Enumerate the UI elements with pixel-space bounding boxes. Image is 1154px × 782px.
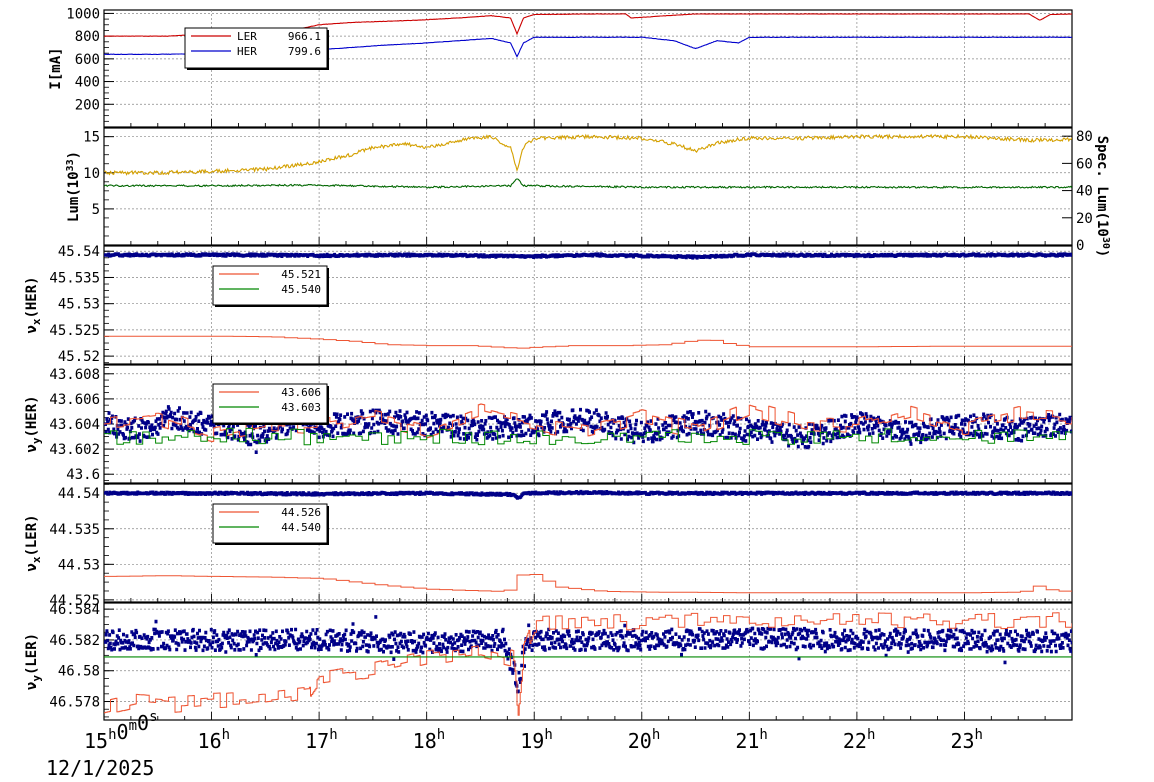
x-tick-label: 23h — [950, 727, 983, 753]
right-y-tick-label: 0 — [1076, 238, 1084, 254]
legend-value: 799.6 — [288, 45, 321, 58]
y-axis-label: νx(HER) — [24, 276, 43, 333]
series-group — [104, 489, 1072, 594]
series-nux_ler-points — [104, 489, 1072, 500]
y-tick-label: 46.58 — [58, 664, 100, 680]
y-tick-label: 45.535 — [49, 270, 100, 286]
y-tick-label: 800 — [75, 29, 100, 45]
legend-value: 45.521 — [281, 268, 321, 281]
y-tick-label: 44.53 — [58, 557, 100, 573]
y-tick-label: 15 — [83, 130, 100, 146]
y-tick-label: 45.54 — [58, 244, 100, 260]
y-axis-label: Lum(1033) — [65, 151, 82, 222]
legend-box — [212, 265, 328, 306]
legend: LER 966.1 HER 799.6 — [184, 27, 329, 70]
legend-value: 44.540 — [281, 521, 321, 534]
y-tick-label: 46.578 — [49, 695, 100, 711]
legend-value: 44.526 — [281, 506, 321, 519]
y-tick-label: 44.525 — [49, 593, 100, 609]
series-measured-markers — [104, 252, 1072, 260]
series-group — [104, 133, 1072, 190]
date-label: 12/1/2025 — [46, 756, 154, 780]
panel-nuy_her: 43.6 43.602 43.604 43.606 43.608 νy(HER) 43.60… — [24, 364, 1073, 484]
legend-label: LER — [237, 30, 257, 43]
legend-box — [212, 383, 328, 424]
series-line-set-43-606 — [104, 403, 1072, 443]
y-tick-label: 44.535 — [49, 522, 100, 538]
legend-value: 43.603 — [281, 401, 321, 414]
legend-value: 43.606 — [281, 386, 321, 399]
series-nux_her-points — [104, 252, 1072, 260]
y-axis-label: I[mA] — [48, 47, 64, 89]
y-axis-label: νx(LER) — [24, 514, 43, 571]
right-y-axis-label: Spec. Lum(1030) — [1094, 136, 1111, 258]
y-tick-label: 45.53 — [58, 297, 100, 313]
panel-nux_ler: 44.525 44.53 44.535 44.54 νx(LER) 44.526 44.54… — [24, 483, 1073, 609]
y-axis-label: νy(HER) — [24, 395, 43, 452]
panel-current: 200 400 600 800 1000 I[mA] LER 966.1 HER 799.6 — [48, 6, 1073, 128]
y-tick-label: 45.525 — [49, 323, 100, 339]
series-line-lum — [104, 133, 1072, 176]
y-tick-label: 44.54 — [58, 486, 100, 502]
y-tick-label: 43.606 — [49, 392, 100, 408]
series-line-set-43-603 — [104, 427, 1072, 446]
legend-value: 966.1 — [288, 30, 321, 43]
right-y-tick-label: 40 — [1076, 184, 1093, 200]
series-nuy_her-points — [104, 405, 1072, 454]
series-line-spec-lum — [104, 178, 1072, 190]
x-tick-label: 16h — [198, 727, 231, 753]
series-group — [104, 252, 1072, 349]
series-group — [104, 612, 1072, 716]
y-tick-label: 600 — [75, 52, 100, 68]
legend-box — [184, 27, 328, 69]
legend: 45.521 45.540 — [212, 265, 329, 307]
legend: 43.606 43.603 — [212, 383, 329, 425]
y-tick-label: 400 — [75, 75, 100, 91]
legend: 44.526 44.540 — [212, 503, 329, 545]
x-tick-label: 17h — [305, 727, 338, 753]
series-nuy_ler-points — [104, 615, 1072, 694]
x-tick-label: 22h — [843, 727, 876, 753]
legend-box — [212, 503, 328, 544]
panel-nux_her: 45.52 45.525 45.53 45.535 45.54 νx(HER) 45.521… — [24, 244, 1073, 365]
y-tick-label: 46.582 — [49, 633, 100, 649]
y-tick-label: 200 — [75, 97, 100, 113]
right-y-tick-label: 80 — [1076, 129, 1093, 145]
series-line-set-45-521 — [104, 335, 1072, 349]
x-tick-label: 18h — [413, 727, 446, 753]
x-tick-label: 21h — [735, 727, 768, 753]
y-tick-label: 45.52 — [58, 349, 100, 365]
right-y-tick-label: 60 — [1076, 156, 1093, 172]
y-tick-label: 43.604 — [49, 417, 100, 433]
right-y-tick-label: 20 — [1076, 211, 1093, 227]
y-tick-label: 5 — [92, 202, 100, 218]
y-tick-label: 43.608 — [49, 367, 100, 383]
panel-luminosity: 5 10 15 0 20 40 60 80 Spec. Lum(1030) Lum(1033) — [65, 127, 1111, 258]
legend-label: HER — [237, 45, 257, 58]
series-measured-markers — [104, 489, 1072, 500]
panel-nuy_ler: 46.578 46.58 46.582 46.584 νy(LER) — [24, 602, 1073, 721]
x-tick-label: 19h — [520, 727, 553, 753]
y-tick-label: 43.602 — [49, 442, 100, 458]
series-measured-markers — [104, 615, 1072, 694]
y-tick-label: 10 — [83, 166, 100, 182]
legend-value: 45.540 — [281, 283, 321, 296]
y-tick-label: 43.6 — [66, 467, 100, 483]
x-tick-label: 20h — [628, 727, 661, 753]
y-axis-label: νy(LER) — [24, 633, 43, 690]
x-tick-label: 15h0m0s — [84, 709, 158, 753]
y-tick-label: 1000 — [66, 6, 100, 22]
series-measured-markers — [104, 405, 1072, 454]
series-group — [104, 403, 1072, 454]
time-axis: 15h0m0s 16h 17h 18h 19h 20h 21h 22h 23h 12/1/2025 — [46, 709, 983, 780]
series-line-set-44-526 — [104, 574, 1072, 594]
y-tick-label: 46.584 — [49, 602, 100, 618]
